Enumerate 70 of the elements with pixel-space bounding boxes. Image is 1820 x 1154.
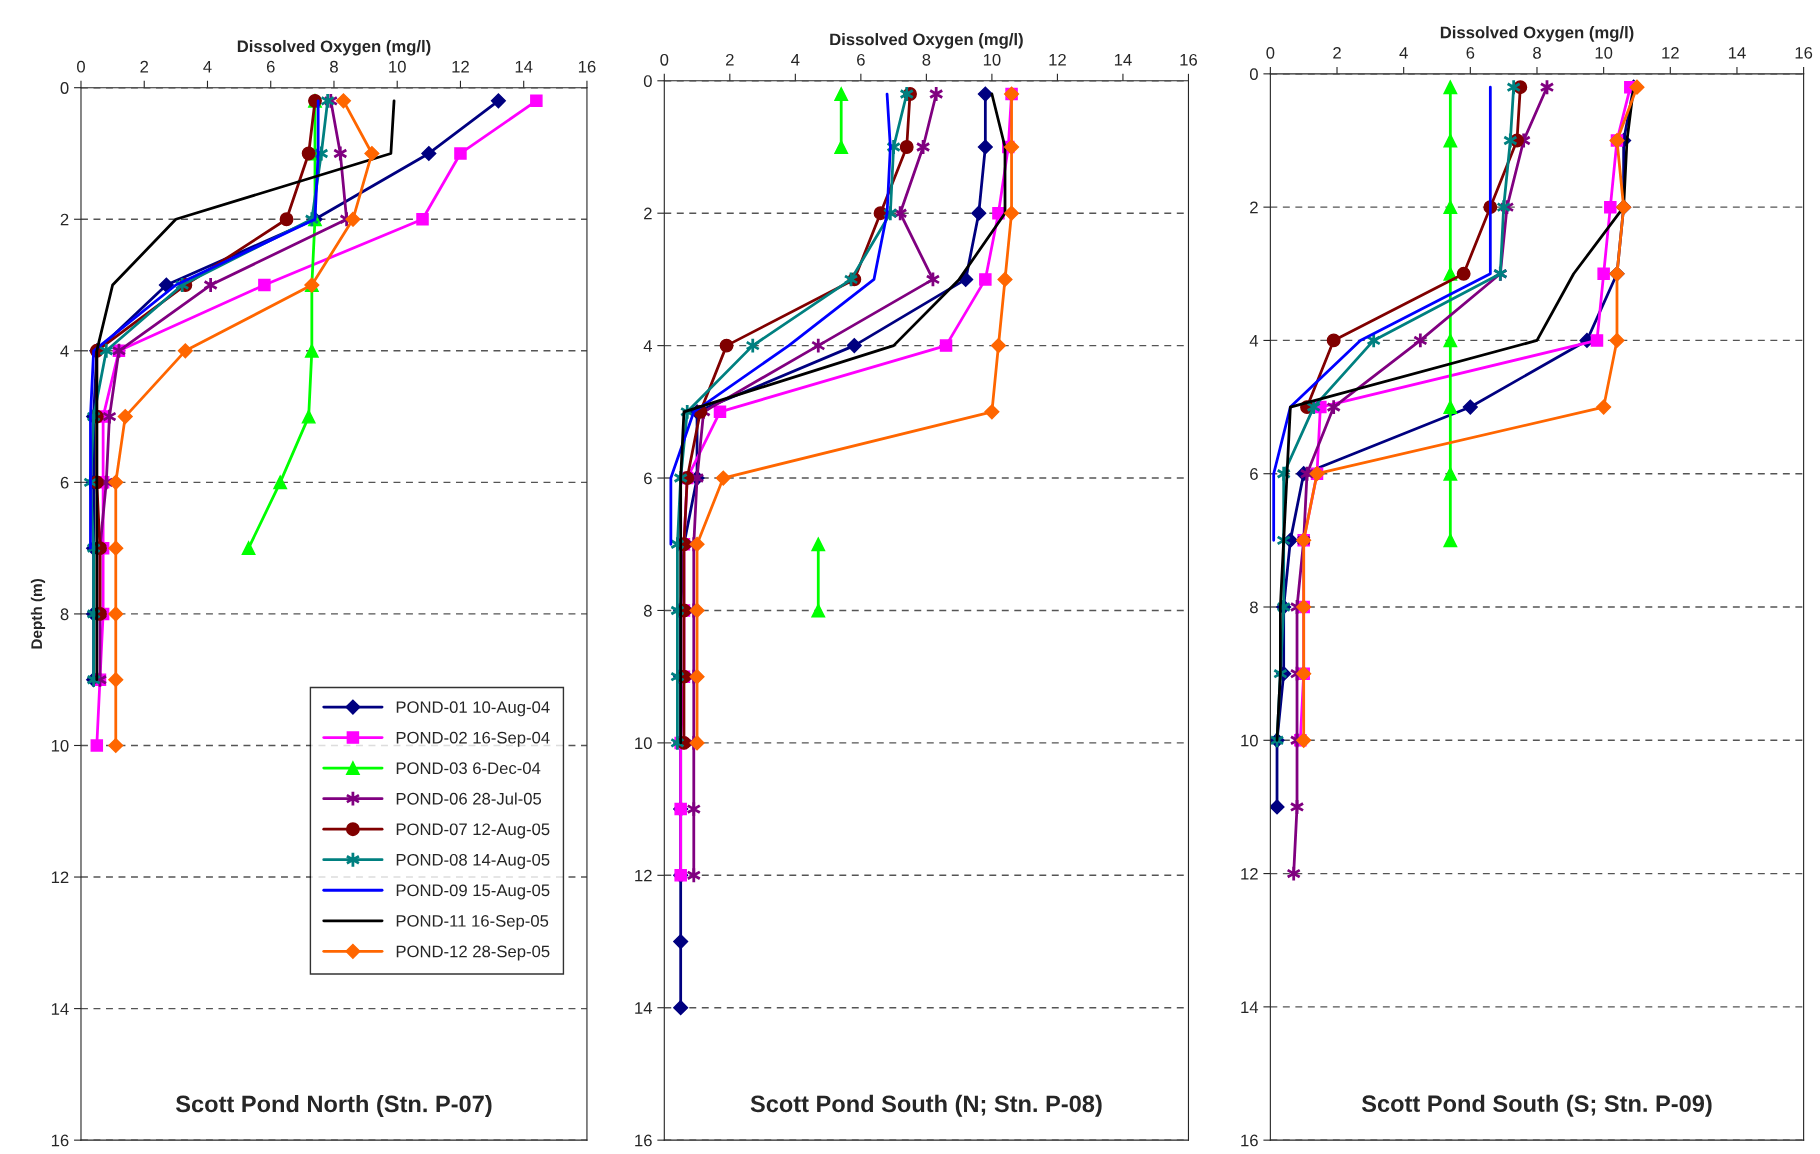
y-tick-label: 4 bbox=[643, 340, 653, 352]
x-tick-label: 2 bbox=[140, 60, 149, 73]
y-tick-label: 14 bbox=[51, 1003, 69, 1015]
x-tick-label: 0 bbox=[1266, 46, 1275, 59]
x-tick-label: 0 bbox=[77, 60, 85, 73]
y-tick-label: 4 bbox=[60, 345, 69, 357]
legend-label: POND-11 16-Sep-05 bbox=[396, 914, 549, 931]
y-tick-label: 16 bbox=[635, 1134, 652, 1147]
y-tick-label: 6 bbox=[644, 472, 652, 485]
y-tick-label: 8 bbox=[1250, 601, 1258, 614]
x-tick-label: 6 bbox=[857, 53, 865, 66]
text: Scott Pond South (N; Stn. P-08) bbox=[750, 1094, 1102, 1117]
x-tick-label: 2 bbox=[1333, 46, 1341, 59]
legend-label: POND-08 14-Aug-05 bbox=[396, 853, 550, 870]
text: Scott Pond North (Stn. P-07) bbox=[175, 1094, 492, 1117]
legend-label: POND-06 28-Jul-05 bbox=[396, 792, 542, 805]
x-tick-label: 8 bbox=[330, 60, 338, 73]
y-tick-label: 8 bbox=[643, 604, 652, 617]
y-tick-label: 14 bbox=[1241, 1001, 1259, 1013]
x-tick-label: 8 bbox=[1533, 46, 1541, 59]
y-tick-label: 0 bbox=[60, 82, 69, 94]
x-tick-label: 6 bbox=[1466, 46, 1475, 59]
x-tick-label: 4 bbox=[1399, 47, 1408, 59]
x-tick-label: 16 bbox=[1795, 46, 1813, 59]
y-tick-label: 16 bbox=[51, 1134, 69, 1147]
legend-label: POND-02 16-Sep-04 bbox=[396, 731, 550, 747]
text: Scott Pond South (S; Stn. P-09) bbox=[1361, 1094, 1712, 1117]
y-tick-label: 12 bbox=[51, 871, 69, 884]
y-tick-label: 12 bbox=[635, 869, 652, 882]
x-tick-label: 2 bbox=[726, 53, 734, 66]
x-tick-label: 10 bbox=[389, 60, 406, 73]
y-tick-label: 10 bbox=[51, 739, 69, 752]
legend-label: POND-12 28-Sep-05 bbox=[396, 945, 550, 961]
y-tick-label: 12 bbox=[1241, 867, 1258, 880]
x-tick-label: 14 bbox=[1114, 54, 1132, 66]
y-tick-label: 14 bbox=[635, 1002, 653, 1014]
x-axis-title: Dissolved Oxygen (mg/l) bbox=[237, 39, 431, 56]
legend-label: POND-01 10-Aug-04 bbox=[396, 701, 550, 717]
y-tick-label: 8 bbox=[60, 608, 69, 621]
x-tick-label: 12 bbox=[1049, 53, 1066, 66]
y-tick-label: 2 bbox=[644, 207, 652, 220]
x-tick-label: 16 bbox=[1180, 53, 1197, 66]
x-tick-label: 12 bbox=[1662, 46, 1679, 59]
y-tick-label: 0 bbox=[1249, 68, 1258, 81]
y-tick-label: 16 bbox=[1241, 1134, 1258, 1147]
y-tick-label: 6 bbox=[1250, 468, 1258, 480]
x-axis-title: Dissolved Oxygen (mg/l) bbox=[1440, 26, 1634, 42]
x-tick-label: 6 bbox=[266, 60, 275, 73]
x-tick-label: 0 bbox=[660, 53, 669, 66]
y-tick-label: 0 bbox=[643, 75, 652, 87]
x-tick-label: 8 bbox=[922, 53, 931, 66]
legend-label: POND-09 15-Aug-05 bbox=[396, 884, 550, 900]
x-axis-title: Dissolved Oxygen (mg/l) bbox=[830, 33, 1023, 49]
y-tick-label: 6 bbox=[60, 476, 69, 489]
y-tick-label: 4 bbox=[1249, 335, 1259, 347]
x-tick-label: 14 bbox=[1728, 47, 1746, 59]
y-tick-label: 2 bbox=[60, 213, 69, 226]
legend-label: POND-07 12-Aug-05 bbox=[396, 823, 550, 839]
x-tick-label: 16 bbox=[578, 60, 596, 73]
x-tick-label: 14 bbox=[515, 60, 533, 73]
y-tick-label: 2 bbox=[1250, 201, 1258, 214]
y-axis-title: Depth (m) bbox=[30, 579, 46, 649]
y-tick-label: 10 bbox=[635, 737, 652, 750]
legend-label: POND-03 6-Dec-04 bbox=[396, 762, 541, 775]
x-tick-label: 10 bbox=[983, 53, 1001, 66]
x-tick-label: 4 bbox=[203, 60, 212, 73]
x-tick-label: 12 bbox=[452, 60, 469, 73]
x-tick-label: 10 bbox=[1595, 46, 1613, 59]
x-tick-label: 4 bbox=[791, 54, 800, 66]
y-tick-label: 10 bbox=[1241, 734, 1258, 747]
